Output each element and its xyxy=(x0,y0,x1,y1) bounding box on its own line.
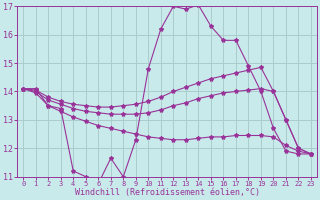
X-axis label: Windchill (Refroidissement éolien,°C): Windchill (Refroidissement éolien,°C) xyxy=(75,188,260,197)
